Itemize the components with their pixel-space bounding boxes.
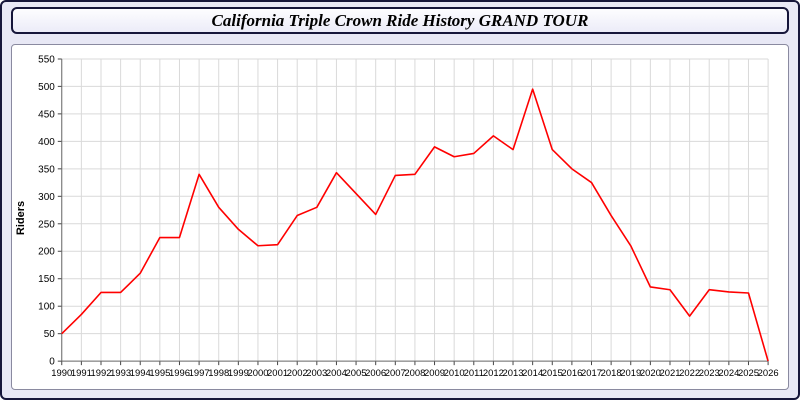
chart-area: Riders 0 50 100 150 200 250 300 350 400 450 500 550… xyxy=(14,49,786,387)
page-title: California Triple Crown Ride History GRA… xyxy=(211,10,589,30)
x-tick-label: 1997 xyxy=(189,368,210,379)
x-tick-label: 2000 xyxy=(247,368,268,379)
y-tick-label: 450 xyxy=(38,109,55,120)
x-tick-label: 2007 xyxy=(385,368,406,379)
y-tick-label: 250 xyxy=(38,219,55,230)
x-tick-label: 2005 xyxy=(346,368,367,379)
y-tick-label: 150 xyxy=(38,274,55,285)
x-tick-label: 1994 xyxy=(130,368,151,379)
y-tick-label: 350 xyxy=(38,164,55,175)
x-tick-label: 1991 xyxy=(71,368,92,379)
y-tick-label: 0 xyxy=(49,357,55,368)
x-tick-label: 1996 xyxy=(169,368,190,379)
x-tick-label: 2010 xyxy=(444,368,465,379)
y-tick-label: 400 xyxy=(38,137,55,148)
y-tick-label: 100 xyxy=(38,302,55,313)
y-tick-label: 550 xyxy=(38,54,55,65)
x-tick-label: 2014 xyxy=(522,368,543,379)
riders-series-line xyxy=(61,88,769,362)
x-tick-label: 2021 xyxy=(659,368,680,379)
y-tick-label: 200 xyxy=(38,247,55,258)
x-tick-label: 2012 xyxy=(483,368,504,379)
x-tick-label: 1999 xyxy=(228,368,249,379)
title-bar: California Triple Crown Ride History GRA… xyxy=(11,7,789,34)
x-tick-label: 2009 xyxy=(424,368,445,379)
x-tick-label: 1992 xyxy=(90,368,111,379)
x-tick-label: 2026 xyxy=(758,368,779,379)
x-tick-label: 2020 xyxy=(640,368,661,379)
x-tick-label: 2004 xyxy=(326,368,347,379)
x-tick-label: 2024 xyxy=(718,368,739,379)
x-tick-label: 2001 xyxy=(267,368,288,379)
chart-panel: Riders 0 50 100 150 200 250 300 350 400 450 500 550… xyxy=(11,44,789,390)
y-tick-label: 50 xyxy=(44,329,56,340)
x-tick-label: 1993 xyxy=(110,368,131,379)
x-tick-label: 2002 xyxy=(287,368,308,379)
x-tick-label: 2008 xyxy=(404,368,425,379)
x-tick-label: 2006 xyxy=(365,368,386,379)
x-tick-label: 1998 xyxy=(208,368,229,379)
x-tick-label: 1990 xyxy=(51,368,72,379)
chart-svg: 0501001502002503003504004505005501990199… xyxy=(38,54,779,379)
x-tick-label: 2015 xyxy=(542,368,563,379)
x-tick-label: 2023 xyxy=(699,368,720,379)
x-tick-label: 2018 xyxy=(601,368,622,379)
x-tick-label: 2016 xyxy=(561,368,582,379)
x-tick-label: 2011 xyxy=(464,368,484,379)
x-tick-label: 2017 xyxy=(581,368,602,379)
y-tick-label: 500 xyxy=(38,82,55,93)
y-axis-label: Riders xyxy=(15,200,28,236)
x-tick-label: 1995 xyxy=(149,368,170,379)
x-tick-label: 2025 xyxy=(738,368,759,379)
x-tick-label: 2013 xyxy=(503,368,524,379)
x-tick-label: 2003 xyxy=(306,368,327,379)
x-tick-label: 2022 xyxy=(679,368,700,379)
y-tick-label: 300 xyxy=(38,192,55,203)
x-tick-label: 2019 xyxy=(620,368,641,379)
